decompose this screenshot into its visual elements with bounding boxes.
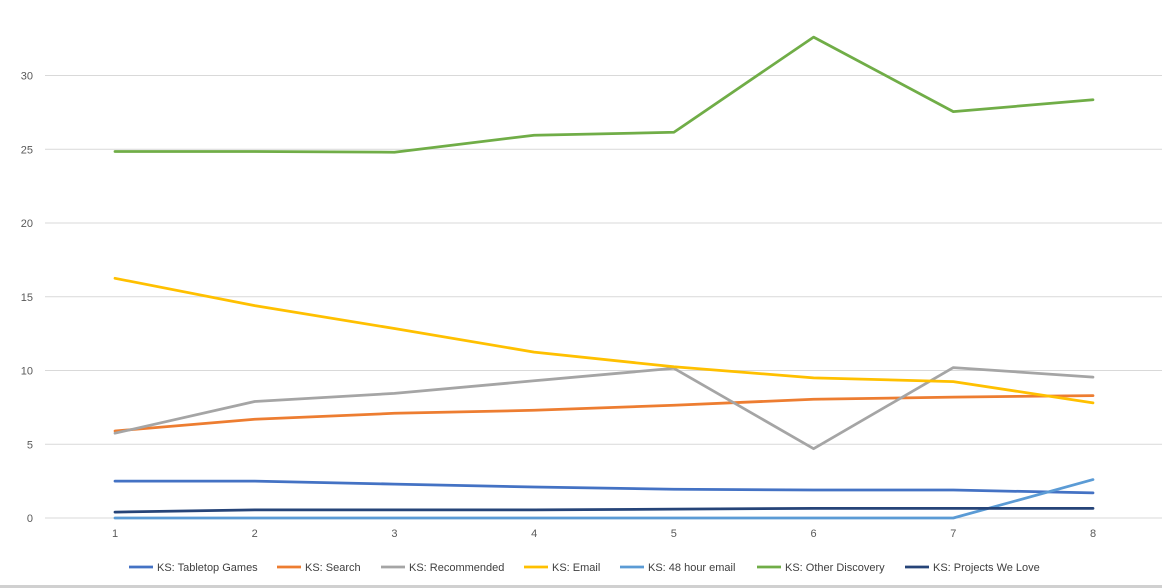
x-tick-label: 5: [671, 528, 677, 540]
series-lines: [113, 35, 1095, 520]
legend-item-ks-search: KS: Search: [277, 562, 361, 574]
legend-label: KS: Tabletop Games: [157, 562, 258, 574]
legend-item-ks-projects-we-love: KS: Projects We Love: [905, 562, 1040, 574]
gridlines: [45, 75, 1162, 519]
series-ks-other-discovery: [113, 35, 1095, 154]
y-tick-label: 5: [27, 439, 33, 451]
legend-label: KS: 48 hour email: [648, 562, 735, 574]
series-line-ks-48-hour-email: [113, 478, 1095, 520]
y-tick-label: 10: [21, 366, 33, 378]
series-line-ks-other-discovery: [113, 35, 1095, 154]
legend-label: KS: Email: [552, 562, 600, 574]
bottom-border: [0, 585, 1162, 588]
series-ks-email: [113, 276, 1095, 405]
x-tick-label: 8: [1090, 528, 1096, 540]
legend: KS: Tabletop Games KS: Search KS: Recommen…: [129, 562, 1040, 574]
y-axis-tick-labels: 0 5 10 15 20 25 30: [21, 71, 33, 526]
series-ks-search: [113, 394, 1095, 433]
legend-item-ks-tabletop-games: KS: Tabletop Games: [129, 562, 258, 574]
x-tick-label: 4: [531, 528, 537, 540]
series-line-ks-tabletop-games: [113, 479, 1095, 495]
legend-label: KS: Projects We Love: [933, 562, 1040, 574]
y-tick-label: 20: [21, 218, 33, 230]
x-tick-label: 3: [391, 528, 397, 540]
series-line-ks-projects-we-love: [113, 507, 1095, 514]
legend-item-ks-48-hour-email: KS: 48 hour email: [620, 562, 735, 574]
y-tick-label: 30: [21, 71, 33, 83]
x-tick-label: 2: [252, 528, 258, 540]
x-tick-label: 6: [811, 528, 817, 540]
legend-label: KS: Other Discovery: [785, 562, 885, 574]
legend-item-ks-recommended: KS: Recommended: [381, 562, 504, 574]
x-tick-label: 1: [112, 528, 118, 540]
series-ks-48-hour-email: [113, 478, 1095, 520]
series-line-ks-email: [113, 276, 1095, 405]
x-tick-label: 7: [950, 528, 956, 540]
legend-label: KS: Recommended: [409, 562, 504, 574]
x-axis-tick-labels: 1 2 3 4 5 6 7 8: [112, 528, 1096, 540]
y-tick-label: 25: [21, 144, 33, 156]
legend-item-ks-other-discovery: KS: Other Discovery: [757, 562, 885, 574]
legend-label: KS: Search: [305, 562, 361, 574]
series-line-ks-search: [113, 394, 1095, 433]
y-tick-label: 0: [27, 513, 33, 525]
legend-item-ks-email: KS: Email: [524, 562, 600, 574]
series-ks-projects-we-love: [113, 507, 1095, 514]
series-ks-tabletop-games: [113, 479, 1095, 495]
y-tick-label: 15: [21, 292, 33, 304]
